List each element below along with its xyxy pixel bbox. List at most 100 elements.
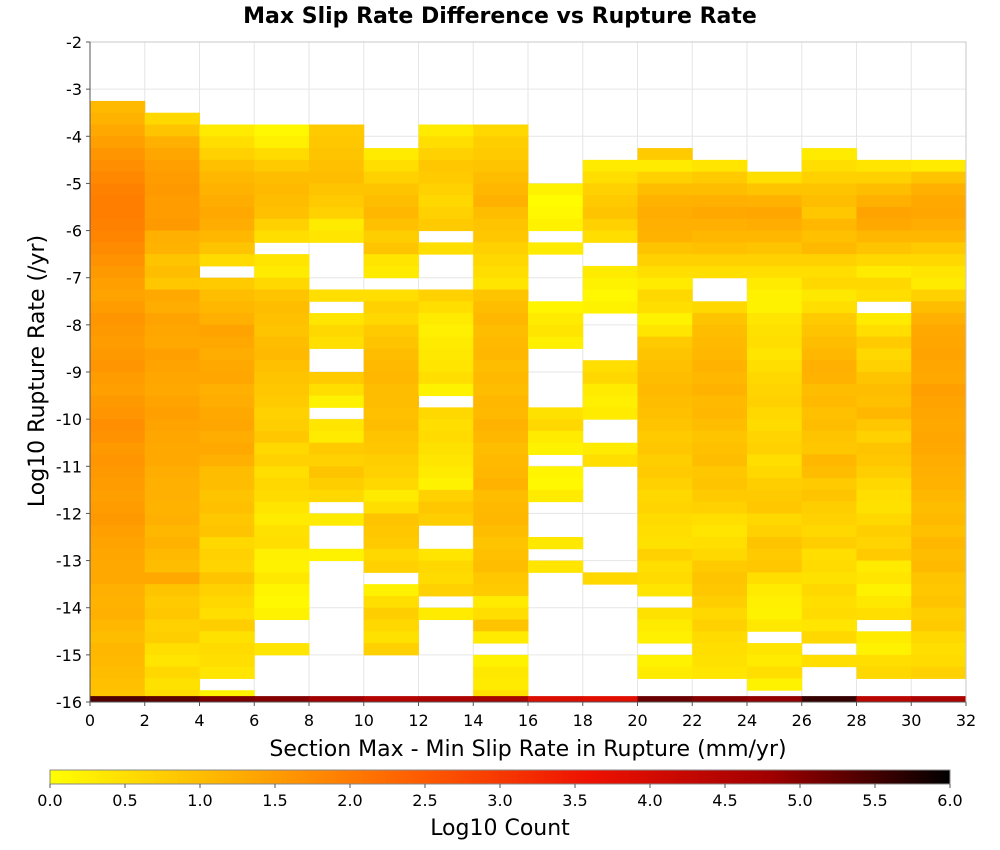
y-tick-label: -11 <box>56 457 82 476</box>
heatmap-cell <box>637 218 693 232</box>
colorbar-tick-label: 2.5 <box>412 791 437 810</box>
heatmap-cell <box>856 324 912 338</box>
heatmap-cell <box>199 124 255 137</box>
heatmap-cell <box>199 489 255 503</box>
heatmap-cell <box>309 336 365 349</box>
heatmap-cell <box>199 696 255 702</box>
heatmap-cell <box>473 572 529 585</box>
heatmap-cell <box>911 696 967 702</box>
heatmap-cell <box>637 324 693 338</box>
heatmap-cell <box>637 442 693 455</box>
heatmap-cell <box>856 265 912 279</box>
heatmap-cell <box>911 265 967 279</box>
heatmap-cell <box>747 171 803 184</box>
heatmap-cell <box>90 489 146 503</box>
heatmap-cell <box>473 501 529 514</box>
heatmap-cell <box>801 289 857 302</box>
heatmap-cell <box>254 489 310 503</box>
heatmap-cell <box>363 183 419 196</box>
heatmap-cell <box>90 654 146 668</box>
heatmap-cell <box>801 360 857 373</box>
heatmap-cell <box>637 148 693 161</box>
heatmap-cell <box>254 407 310 420</box>
heatmap-cell <box>911 619 967 632</box>
colorbar-tick-label: 2.0 <box>337 791 362 810</box>
heatmap-cell <box>856 230 912 243</box>
heatmap-cell <box>144 136 200 149</box>
heatmap-cell <box>199 454 255 467</box>
heatmap-cell <box>582 696 638 702</box>
heatmap-cell <box>90 195 146 208</box>
heatmap-cell <box>747 430 803 444</box>
heatmap-cell <box>801 277 857 290</box>
heatmap-cell <box>911 654 967 668</box>
heatmap-cell <box>254 525 310 538</box>
heatmap-cell <box>90 430 146 444</box>
heatmap-cell <box>363 148 419 161</box>
heatmap-cell <box>144 324 200 338</box>
heatmap-cell <box>363 548 419 562</box>
heatmap-cell <box>692 195 748 208</box>
heatmap-cell <box>801 207 857 220</box>
heatmap-cell <box>199 230 255 243</box>
heatmap-cell <box>582 454 638 467</box>
heatmap-cell <box>528 478 584 491</box>
heatmap-cell <box>144 289 200 302</box>
heatmap-cell <box>911 643 967 656</box>
heatmap-cell <box>254 265 310 279</box>
heatmap-cell <box>363 207 419 220</box>
heatmap-cell <box>637 560 693 573</box>
heatmap-cell <box>747 619 803 632</box>
heatmap-cell <box>692 478 748 491</box>
colorbar-tick-label: 6.0 <box>937 791 962 810</box>
heatmap-cell <box>747 183 803 196</box>
heatmap-cell <box>473 395 529 408</box>
heatmap-cell <box>199 277 255 290</box>
heatmap-cell <box>418 301 474 314</box>
heatmap-cell <box>747 454 803 467</box>
heatmap-cell <box>692 265 748 279</box>
heatmap-cell <box>363 265 419 279</box>
heatmap-cell <box>199 537 255 550</box>
heatmap-cell <box>911 383 967 397</box>
heatmap-cell <box>363 619 419 632</box>
heatmap-cell <box>363 454 419 467</box>
heatmap-cell <box>144 584 200 597</box>
colorbar-tick-label: 1.0 <box>187 791 212 810</box>
heatmap-cell <box>747 607 803 620</box>
heatmap-cell <box>747 572 803 585</box>
heatmap-cell <box>363 631 419 644</box>
heatmap-cell <box>473 407 529 420</box>
heatmap-cell <box>309 442 365 455</box>
heatmap-cell <box>747 696 803 702</box>
heatmap-cell <box>254 643 310 656</box>
y-tick-label: -6 <box>66 222 82 241</box>
y-tick-label: -10 <box>56 410 82 429</box>
heatmap-cell <box>418 696 474 702</box>
heatmap-cell <box>199 654 255 668</box>
heatmap-cell <box>90 242 146 255</box>
heatmap-cell <box>801 419 857 432</box>
heatmap-cell <box>692 442 748 455</box>
heatmap-cell <box>309 548 365 562</box>
heatmap-cell <box>747 372 803 385</box>
heatmap-cell <box>418 195 474 208</box>
heatmap-cell <box>90 136 146 149</box>
heatmap-cell <box>911 548 967 562</box>
heatmap-cell <box>911 254 967 267</box>
heatmap-cell <box>637 430 693 444</box>
heatmap-cell <box>801 230 857 243</box>
heatmap-cell <box>254 595 310 609</box>
heatmap-cell <box>747 313 803 326</box>
heatmap-cell <box>90 218 146 232</box>
heatmap-cell <box>254 348 310 361</box>
heatmap-cell <box>692 501 748 514</box>
heatmap-cell <box>637 171 693 184</box>
heatmap-cell <box>692 171 748 184</box>
heatmap-cell <box>363 242 419 255</box>
colorbar-tick-label: 4.5 <box>712 791 737 810</box>
heatmap-cell <box>801 195 857 208</box>
heatmap-cell <box>473 207 529 220</box>
heatmap-cell <box>856 501 912 514</box>
